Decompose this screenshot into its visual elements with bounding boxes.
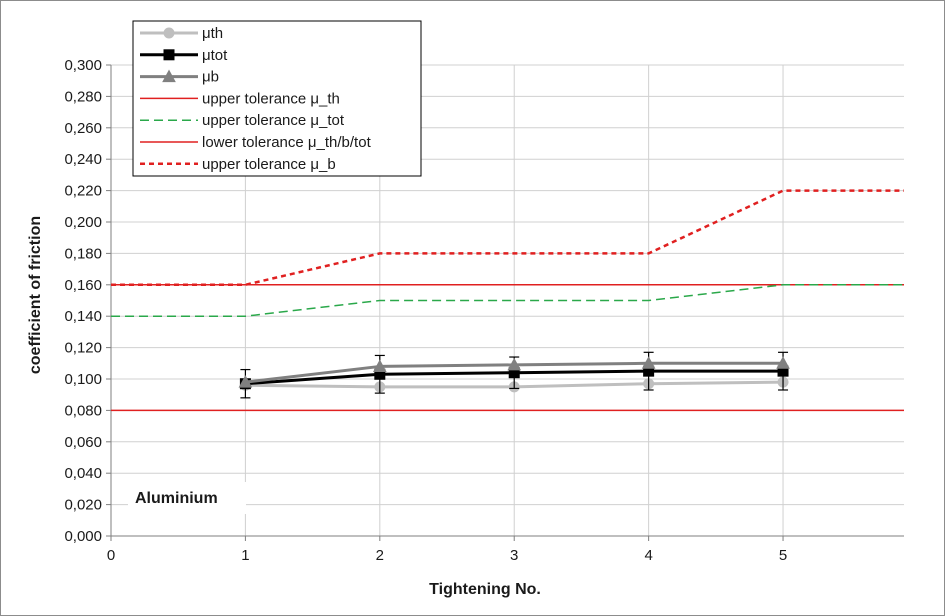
legend-entry: μth: [140, 25, 223, 42]
legend-label: μb: [202, 69, 219, 86]
x-tick-label: 0: [107, 547, 115, 564]
y-tick-label: 0,300: [64, 57, 102, 74]
legend-swatch-marker: [163, 49, 175, 61]
annotation-box: Aluminium: [128, 482, 246, 514]
x-tick-label: 3: [510, 547, 518, 564]
legend-label: μtot: [202, 47, 228, 64]
legend-entry: μb: [140, 69, 219, 86]
x-tick-label: 1: [241, 547, 249, 564]
y-axis-title: coefficient of friction: [27, 216, 44, 374]
y-tick-label: 0,040: [64, 465, 102, 482]
legend-label: upper tolerance μ_b: [202, 156, 336, 173]
legend-label: μth: [202, 25, 223, 42]
legend-label: lower tolerance μ_th/b/tot: [202, 134, 372, 151]
data-point: [372, 359, 387, 372]
series-4: [111, 284, 904, 317]
axes: [106, 64, 904, 541]
y-tick-label: 0,260: [64, 120, 102, 137]
y-tick-label: 0,120: [64, 340, 102, 357]
legend-entry: upper tolerance μ_tot: [140, 112, 345, 129]
legend-entry: upper tolerance μ_th: [140, 90, 340, 107]
annotation-label: Aluminium: [135, 490, 218, 507]
y-tick-label: 0,140: [64, 308, 102, 325]
series-6: [111, 189, 904, 287]
data-point: [776, 356, 790, 369]
series-line: [111, 284, 904, 317]
x-axis-title: Tightening No.: [429, 581, 541, 598]
y-tick-label: 0,240: [64, 151, 102, 168]
tick-labels: 0,000 0,020 0,040 0,060 0,080 0,100 0,120 0,140…: [64, 57, 787, 564]
legend-entry: μtot: [140, 47, 228, 64]
legend-entry: upper tolerance μ_b: [140, 156, 336, 173]
series-layer: [111, 189, 904, 412]
y-tick-label: 0,160: [64, 277, 102, 294]
y-tick-label: 0,280: [64, 88, 102, 105]
y-tick-label: 0,200: [64, 214, 102, 231]
y-tick-label: 0,000: [64, 528, 102, 545]
x-tick-label: 4: [644, 547, 652, 564]
legend-entry: lower tolerance μ_th/b/tot: [140, 134, 372, 151]
series-line: [111, 189, 904, 287]
y-tick-label: 0,080: [64, 402, 102, 419]
data-point: [507, 357, 522, 371]
y-tick-label: 0,100: [64, 371, 102, 388]
series-2: [238, 356, 790, 388]
y-tick-label: 0,060: [64, 434, 102, 451]
data-point: [238, 375, 253, 388]
legend-swatch-marker: [162, 69, 176, 83]
y-tick-label: 0,220: [64, 183, 102, 200]
legend-swatch-marker: [163, 27, 175, 39]
data-point: [641, 356, 656, 369]
y-tick-label: 0,180: [64, 245, 102, 262]
legend-label: upper tolerance μ_th: [202, 90, 340, 107]
y-tick-label: 0,020: [64, 497, 102, 514]
annotation-background: [128, 482, 246, 514]
x-tick-label: 5: [779, 547, 787, 564]
x-tick-label: 2: [376, 547, 384, 564]
legend-label: upper tolerance μ_tot: [202, 112, 345, 129]
